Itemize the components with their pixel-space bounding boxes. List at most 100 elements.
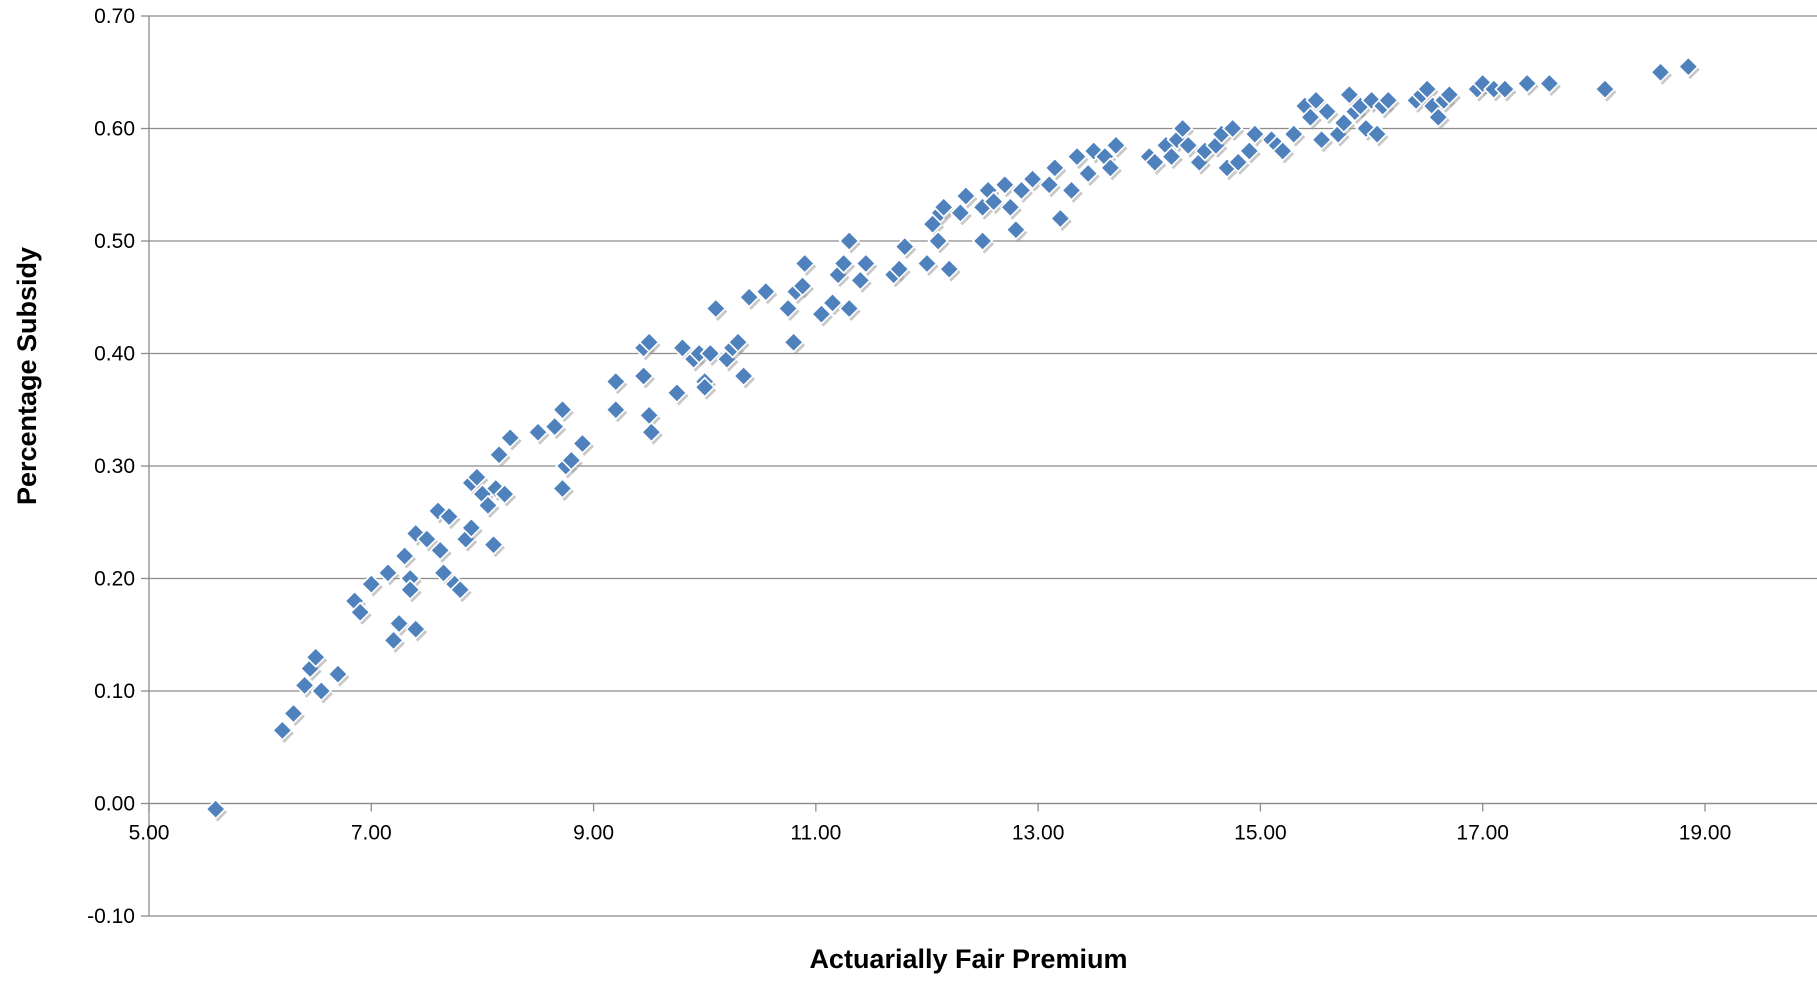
data-points	[205, 55, 1700, 822]
data-point	[388, 612, 410, 635]
data-point	[405, 618, 427, 640]
data-point	[1516, 72, 1538, 95]
data-point	[983, 190, 1005, 213]
data-point	[544, 415, 566, 438]
data-point	[1338, 84, 1360, 106]
data-point	[1160, 145, 1183, 168]
data-point	[282, 702, 305, 725]
y-tick-label: 0.20	[94, 568, 135, 591]
axes	[141, 15, 1817, 917]
data-point	[971, 230, 994, 252]
data-point	[1227, 151, 1249, 173]
data-point	[732, 365, 755, 387]
data-point	[1377, 89, 1399, 112]
data-point	[1010, 179, 1033, 202]
data-point	[494, 483, 516, 505]
data-point	[605, 370, 627, 393]
data-point	[949, 202, 971, 224]
data-point	[1366, 123, 1388, 145]
x-tick-labels: 5.00 7.00 9.00 11.00 13.00 15.00 17.00 19.00	[129, 822, 1732, 845]
y-tick-label: 0.40	[94, 343, 135, 366]
data-point	[1038, 174, 1060, 196]
data-point	[838, 297, 860, 320]
data-point	[833, 252, 855, 275]
gridlines	[149, 15, 1817, 917]
data-point	[1005, 219, 1027, 241]
data-point	[927, 230, 949, 252]
data-point	[821, 292, 844, 314]
data-point	[938, 258, 960, 280]
data-point	[349, 601, 371, 623]
data-point	[1283, 123, 1305, 145]
data-point	[605, 399, 627, 421]
data-point	[738, 286, 760, 308]
data-point	[460, 517, 482, 539]
data-point	[1677, 55, 1699, 78]
y-tick-label: -0.10	[87, 905, 135, 928]
data-point	[499, 427, 521, 449]
data-point	[894, 235, 916, 258]
data-point	[1438, 84, 1461, 106]
data-point	[327, 663, 349, 685]
data-point	[305, 646, 327, 668]
data-point	[794, 252, 816, 275]
data-point	[782, 331, 805, 353]
data-point	[916, 252, 938, 275]
x-tick-label: 15.00	[1234, 822, 1287, 845]
data-point	[955, 185, 977, 207]
data-point	[432, 562, 455, 584]
data-point	[1066, 145, 1088, 168]
data-point	[551, 399, 574, 421]
data-point	[482, 534, 505, 556]
data-point	[416, 528, 438, 550]
data-point	[640, 421, 662, 443]
data-point	[1244, 123, 1266, 145]
data-point	[888, 258, 910, 280]
data-point	[1021, 168, 1044, 190]
y-tick-label: 0.60	[94, 118, 135, 141]
x-axis-title: Actuarially Fair Premium	[809, 944, 1127, 974]
data-point	[838, 230, 860, 252]
x-tick-label: 5.00	[129, 822, 170, 845]
data-point	[755, 280, 777, 303]
data-point	[1144, 151, 1166, 173]
data-point	[293, 674, 316, 697]
data-point	[551, 477, 574, 500]
data-point	[855, 252, 877, 275]
y-axis-title: Percentage Subsidy	[12, 247, 42, 505]
data-point	[1416, 78, 1438, 100]
x-tick-label: 11.00	[790, 822, 841, 845]
x-tick-label: 19.00	[1679, 822, 1732, 845]
data-point	[1427, 106, 1449, 128]
data-point	[393, 545, 416, 567]
data-point	[638, 331, 660, 353]
data-point	[810, 303, 833, 325]
x-tick-label: 9.00	[573, 822, 614, 845]
data-point	[466, 466, 488, 488]
data-point	[438, 505, 460, 528]
data-point	[1310, 129, 1333, 151]
data-point	[1177, 134, 1199, 157]
x-tick-label: 7.00	[351, 822, 392, 845]
data-point	[488, 444, 510, 466]
data-point	[1305, 89, 1327, 112]
data-point	[382, 629, 405, 652]
data-point	[671, 337, 694, 359]
data-point	[477, 494, 499, 517]
data-point	[1105, 134, 1127, 157]
data-point	[727, 331, 749, 353]
data-point	[632, 365, 655, 387]
data-point	[1333, 112, 1355, 134]
data-point	[205, 798, 227, 820]
data-point	[1272, 140, 1294, 162]
data-point	[1299, 106, 1322, 128]
data-point	[527, 421, 549, 443]
data-point	[994, 174, 1016, 196]
data-point	[933, 196, 955, 218]
data-point	[791, 275, 814, 297]
data-point	[360, 573, 382, 595]
data-point	[1044, 157, 1066, 179]
data-point	[849, 269, 871, 292]
y-tick-label: 0.70	[94, 5, 135, 28]
